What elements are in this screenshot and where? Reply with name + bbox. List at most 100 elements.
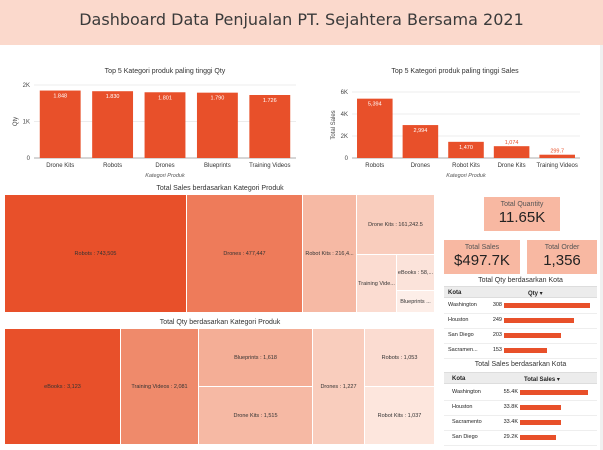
treemap-cell[interactable]: Blueprints ... — [397, 291, 435, 313]
bar-value-label: 299.7 — [550, 149, 564, 155]
dashboard-header: Dashboard Data Penjualan PT. Sejahtera B… — [0, 0, 603, 45]
treemap-cell[interactable]: Drones : 477,447 — [187, 195, 303, 313]
x-tick-label: Training Videos — [537, 163, 578, 169]
y-axis-label: Total Sales — [331, 110, 337, 139]
x-tick-label: Robots — [103, 163, 122, 169]
chart-top5-qty: 0 1K 2K 1.848 Drone Kits 1.830 Robots 1.801 Dron… — [13, 83, 296, 179]
row-value: 308 — [492, 302, 502, 308]
kpi-total-order: Total Order 1,356 — [527, 240, 597, 274]
treemap-cell-label: Blueprints ... — [400, 298, 431, 305]
x-tick-label: Drones — [411, 163, 430, 169]
y-tick-label: 0 — [27, 156, 31, 162]
treemap-cell[interactable]: Robots : 1,053 — [365, 329, 435, 387]
table-header: Kota Qty ▾ — [444, 286, 597, 298]
bar-value-label: 5,394 — [368, 102, 382, 108]
table-row[interactable]: San Diego 203 — [444, 328, 597, 344]
table-sales: Kota Total Sales ▾ Washington 55.4K Hous… — [444, 372, 597, 446]
scrollbar[interactable] — [600, 45, 603, 450]
col-header-city[interactable]: Kota — [452, 376, 466, 382]
bar — [539, 154, 575, 158]
treemap-sales: Robots : 743,505 Drones : 477,447 Robot … — [5, 195, 435, 313]
bar — [39, 90, 81, 158]
row-city: Houston — [452, 404, 473, 410]
treemap-cell[interactable]: Drone Kits : 161,242.5 — [357, 195, 435, 255]
row-bar — [520, 390, 588, 395]
bar-value-label: 1.848 — [53, 94, 67, 100]
kpi-value: $497.7K — [454, 252, 510, 269]
x-tick-label: Drones — [155, 163, 174, 169]
table-row[interactable]: Sacramen... 153 — [444, 343, 597, 359]
bar-value-label: 1,470 — [459, 145, 473, 151]
treemap-cell[interactable]: Robot Kits : 216,4... — [303, 195, 357, 313]
x-tick-label: Blueprints — [204, 163, 231, 169]
table-row[interactable]: Houston 249 — [444, 313, 597, 329]
bar — [357, 98, 393, 158]
treemap-cell[interactable]: Drones : 1,227 — [313, 329, 365, 445]
row-bar — [504, 333, 561, 338]
kpi-total-sales: Total Sales $497.7K — [444, 240, 520, 274]
treemap-cell[interactable]: eBooks : 58,... — [397, 255, 435, 291]
row-city: Washington — [452, 389, 481, 395]
y-tick-label: 2K — [341, 134, 348, 140]
treemap-cell[interactable]: Robot Kits : 1,037 — [365, 387, 435, 445]
x-tick-label: Training Videos — [249, 163, 290, 169]
y-tick-label: 0 — [345, 156, 349, 162]
row-bar — [504, 348, 547, 353]
bar-value-label: 2,994 — [414, 128, 428, 134]
treemap-cell[interactable]: Drone Kits : 1,515 — [199, 387, 313, 445]
treemap-sales-title: Total Sales berdasarkan Kategori Produk — [156, 185, 284, 192]
table-row[interactable]: San Diego 29.2K — [444, 430, 597, 446]
row-value: 33.4K — [503, 419, 518, 425]
bar-value-label: 1.726 — [263, 98, 277, 104]
bar — [402, 125, 439, 158]
treemap-qty-title: Total Qty berdasarkan Kategori Produk — [159, 319, 281, 326]
row-value: 33.8K — [503, 404, 518, 410]
row-bar — [520, 420, 561, 425]
x-tick-label: Robot Kits — [452, 163, 480, 169]
kpi-label: Total Quantity — [500, 201, 544, 208]
row-bar — [504, 318, 574, 323]
bar-value-label: 1.830 — [106, 94, 120, 100]
col-header-sales[interactable]: Total Sales ▾ — [524, 377, 560, 383]
col-header-qty[interactable]: Qty ▾ — [528, 291, 543, 297]
row-city: San Diego — [452, 434, 478, 440]
x-axis-label: Kategori Produk — [446, 173, 486, 179]
treemap-cell-label: Drones : 477,447 — [223, 250, 266, 257]
treemap-cell[interactable]: eBooks : 3,123 — [5, 329, 121, 445]
bar-value-label: 1.790 — [211, 96, 225, 102]
chart-top5-sales: 0 2K 4K 6K 5,394 Robots 2,994 Drones 1,470 Robot … — [331, 90, 580, 179]
x-tick-label: Drone Kits — [498, 163, 526, 169]
table-row[interactable]: Washington 55.4K — [444, 385, 597, 401]
treemap-cell[interactable]: Robots : 743,505 — [5, 195, 187, 313]
table-row[interactable]: Houston 33.8K — [444, 400, 597, 416]
y-tick-label: 1K — [23, 120, 30, 126]
treemap-cell-label: Drones : 1,227 — [320, 383, 357, 390]
treemap-cell-label: Robots : 743,505 — [74, 250, 117, 257]
kpi-label: Total Order — [544, 244, 580, 251]
row-city: San Diego — [448, 332, 474, 338]
treemap-cell[interactable]: Training Videos : 2,081 — [121, 329, 199, 445]
y-axis-label: Qty — [13, 117, 19, 126]
table-row[interactable]: Sacramento 33.4K — [444, 415, 597, 431]
x-axis-label: Kategori Produk — [145, 173, 185, 179]
treemap-cell-label: Blueprints : 1,618 — [234, 354, 277, 361]
treemap-cell-label: Robots : 1,053 — [381, 354, 418, 361]
bar-value-label: 1.801 — [158, 95, 172, 101]
treemap-cell-label: Drone Kits : 161,242.5 — [368, 221, 423, 228]
table-sales-title: Total Sales berdasarkan Kota — [474, 361, 567, 368]
page-title: Dashboard Data Penjualan PT. Sejahtera B… — [79, 10, 524, 29]
table-header: Kota Total Sales ▾ — [444, 372, 597, 384]
row-city: Sacramen... — [448, 347, 478, 353]
y-tick-label: 2K — [23, 83, 30, 89]
row-value: 203 — [492, 332, 502, 338]
col-header-city[interactable]: Kota — [448, 290, 462, 296]
treemap-cell[interactable]: Blueprints : 1,618 — [199, 329, 313, 387]
row-value: 153 — [492, 347, 502, 353]
row-city: Washington — [448, 302, 477, 308]
bar-value-label: 1,074 — [505, 140, 519, 146]
bar — [249, 95, 291, 158]
kpi-total-quantity: Total Quantity 11.65K — [484, 197, 560, 231]
table-row[interactable]: Washington 308 — [444, 298, 597, 314]
kpi-label: Total Sales — [464, 244, 500, 251]
treemap-cell[interactable]: Training Vide... — [357, 255, 397, 313]
